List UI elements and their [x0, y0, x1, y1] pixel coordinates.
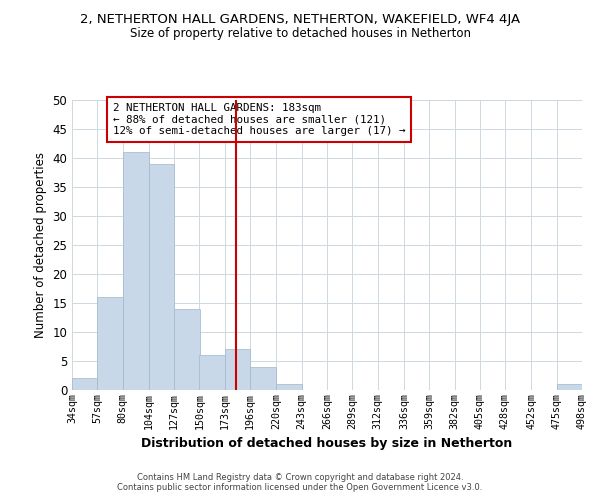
- Bar: [122, 152, 149, 390]
- Bar: [199, 355, 225, 390]
- Bar: [277, 384, 302, 390]
- X-axis label: Distribution of detached houses by size in Netherton: Distribution of detached houses by size …: [142, 437, 512, 450]
- Bar: [72, 378, 97, 390]
- Text: Contains HM Land Registry data © Crown copyright and database right 2024.
Contai: Contains HM Land Registry data © Crown c…: [118, 473, 482, 492]
- Bar: [557, 384, 582, 390]
- Text: Size of property relative to detached houses in Netherton: Size of property relative to detached ho…: [130, 28, 470, 40]
- Bar: [174, 309, 199, 390]
- Text: 2, NETHERTON HALL GARDENS, NETHERTON, WAKEFIELD, WF4 4JA: 2, NETHERTON HALL GARDENS, NETHERTON, WA…: [80, 12, 520, 26]
- Text: 2 NETHERTON HALL GARDENS: 183sqm
← 88% of detached houses are smaller (121)
12% : 2 NETHERTON HALL GARDENS: 183sqm ← 88% o…: [113, 103, 406, 136]
- Bar: [97, 297, 122, 390]
- Bar: [225, 350, 250, 390]
- Y-axis label: Number of detached properties: Number of detached properties: [34, 152, 47, 338]
- Bar: [149, 164, 174, 390]
- Bar: [250, 367, 277, 390]
